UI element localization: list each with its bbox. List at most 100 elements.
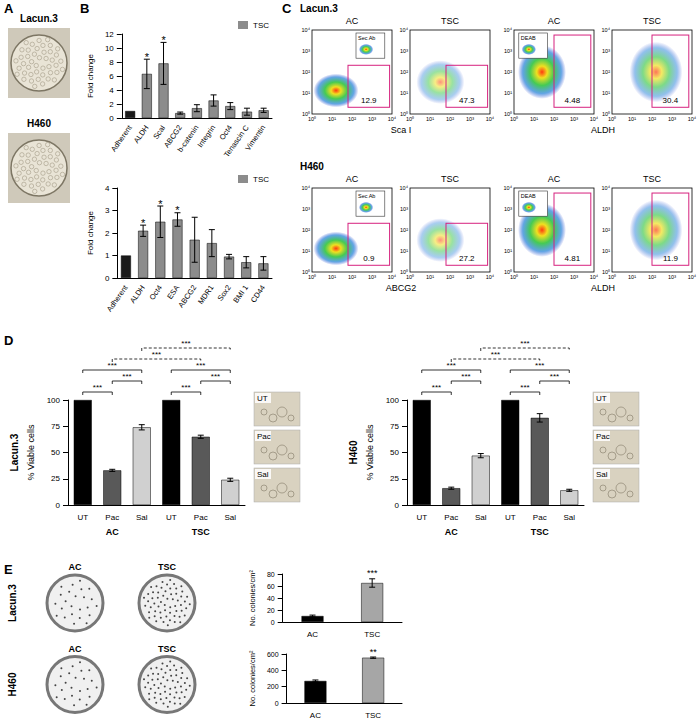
svg-text:10²: 10² bbox=[348, 274, 356, 280]
svg-text:10⁰: 10⁰ bbox=[510, 116, 518, 122]
svg-text:Pac: Pac bbox=[444, 513, 458, 522]
svg-text:TSC: TSC bbox=[441, 174, 460, 184]
svg-text:10⁴: 10⁴ bbox=[388, 274, 397, 280]
svg-text:TSC: TSC bbox=[441, 16, 460, 26]
svg-text:DEAB: DEAB bbox=[521, 35, 536, 41]
svg-text:10²: 10² bbox=[348, 116, 356, 122]
svg-text:AC: AC bbox=[346, 174, 359, 184]
svg-text:47.3: 47.3 bbox=[459, 96, 475, 105]
svg-text:10¹: 10¹ bbox=[602, 90, 610, 96]
svg-text:10⁴: 10⁴ bbox=[388, 116, 397, 122]
svg-text:10³: 10³ bbox=[602, 48, 610, 54]
svg-text:10³: 10³ bbox=[302, 48, 310, 54]
svg-text:Sal: Sal bbox=[257, 470, 269, 479]
svg-text:1: 1 bbox=[105, 251, 110, 260]
svg-text:100: 100 bbox=[386, 396, 400, 405]
svg-text:CD44: CD44 bbox=[249, 283, 267, 304]
svg-text:*: * bbox=[161, 34, 166, 46]
svg-text:10⁴: 10⁴ bbox=[302, 185, 311, 191]
svg-text:10³: 10³ bbox=[302, 206, 310, 212]
svg-text:Integrin: Integrin bbox=[196, 123, 218, 149]
svg-text:10⁰: 10⁰ bbox=[510, 274, 518, 280]
svg-text:2: 2 bbox=[109, 100, 114, 109]
svg-text:200: 200 bbox=[267, 683, 279, 690]
svg-text:UT: UT bbox=[77, 513, 88, 522]
svg-text:UT: UT bbox=[416, 513, 427, 522]
svg-text:10³: 10³ bbox=[466, 274, 474, 280]
svg-text:10⁴: 10⁴ bbox=[602, 27, 611, 33]
svg-text:10³: 10³ bbox=[668, 274, 676, 280]
svg-text:AC: AC bbox=[69, 644, 82, 654]
svg-text:10¹: 10¹ bbox=[400, 90, 408, 96]
svg-text:***: *** bbox=[432, 383, 441, 392]
svg-text:10³: 10³ bbox=[368, 116, 376, 122]
svg-text:Fold change: Fold change bbox=[86, 210, 95, 255]
svg-text:10²: 10² bbox=[602, 69, 610, 75]
svg-text:10²: 10² bbox=[602, 227, 610, 233]
svg-text:10⁴: 10⁴ bbox=[504, 27, 513, 33]
svg-text:10⁰: 10⁰ bbox=[406, 274, 414, 280]
svg-text:% Viable cells: % Viable cells bbox=[365, 424, 375, 480]
svg-text:ABCG2: ABCG2 bbox=[386, 283, 417, 293]
svg-text:*: * bbox=[145, 51, 150, 63]
svg-text:TSC: TSC bbox=[643, 174, 662, 184]
svg-text:10¹: 10¹ bbox=[504, 90, 512, 96]
svg-text:10¹: 10¹ bbox=[504, 248, 512, 254]
svg-text:8: 8 bbox=[109, 58, 114, 67]
svg-text:10⁰: 10⁰ bbox=[308, 116, 316, 122]
svg-text:10³: 10³ bbox=[602, 206, 610, 212]
svg-text:***: *** bbox=[550, 372, 559, 381]
svg-text:25: 25 bbox=[51, 474, 60, 483]
svg-text:TSC: TSC bbox=[253, 21, 269, 30]
svg-text:10¹: 10¹ bbox=[302, 90, 310, 96]
svg-text:A: A bbox=[4, 1, 14, 16]
svg-text:10²: 10² bbox=[446, 274, 454, 280]
svg-text:AC: AC bbox=[106, 527, 119, 537]
svg-text:10¹: 10¹ bbox=[302, 248, 310, 254]
svg-text:H460: H460 bbox=[7, 672, 18, 696]
svg-text:75: 75 bbox=[390, 422, 399, 431]
svg-text:TSC: TSC bbox=[531, 527, 550, 537]
svg-text:30.4: 30.4 bbox=[663, 96, 679, 105]
svg-text:60: 60 bbox=[267, 583, 275, 590]
svg-text:10³: 10³ bbox=[668, 116, 676, 122]
svg-text:BMI 1: BMI 1 bbox=[231, 283, 250, 304]
svg-text:TSC: TSC bbox=[158, 644, 177, 654]
svg-text:50: 50 bbox=[51, 448, 60, 457]
svg-text:*: * bbox=[175, 204, 180, 216]
svg-text:10⁴: 10⁴ bbox=[486, 274, 495, 280]
svg-text:AC: AC bbox=[346, 16, 359, 26]
svg-text:10¹: 10¹ bbox=[328, 274, 336, 280]
svg-text:ALDH: ALDH bbox=[591, 283, 615, 293]
svg-text:*: * bbox=[141, 217, 146, 229]
svg-text:10⁴: 10⁴ bbox=[302, 27, 311, 33]
svg-text:27.2: 27.2 bbox=[459, 254, 475, 263]
svg-text:0: 0 bbox=[105, 274, 110, 283]
svg-text:0: 0 bbox=[271, 619, 275, 626]
svg-text:10²: 10² bbox=[504, 227, 512, 233]
svg-text:Lacun.3: Lacun.3 bbox=[300, 3, 338, 14]
svg-text:10⁴: 10⁴ bbox=[590, 116, 599, 122]
svg-text:10⁴: 10⁴ bbox=[602, 185, 611, 191]
svg-text:***: *** bbox=[367, 568, 378, 578]
svg-text:***: *** bbox=[520, 383, 529, 392]
svg-text:10¹: 10¹ bbox=[328, 116, 336, 122]
svg-text:0: 0 bbox=[109, 114, 114, 123]
svg-text:***: *** bbox=[181, 339, 190, 348]
svg-text:B: B bbox=[80, 1, 89, 16]
svg-text:ESA: ESA bbox=[165, 283, 181, 300]
svg-text:20: 20 bbox=[267, 607, 275, 614]
svg-text:Sal: Sal bbox=[475, 513, 487, 522]
svg-text:10¹: 10¹ bbox=[530, 274, 538, 280]
svg-text:***: *** bbox=[461, 372, 470, 381]
svg-text:10¹: 10¹ bbox=[628, 274, 636, 280]
svg-text:10²: 10² bbox=[400, 69, 408, 75]
svg-text:Sca I: Sca I bbox=[391, 125, 412, 135]
svg-text:10: 10 bbox=[105, 44, 114, 53]
svg-text:***: *** bbox=[196, 361, 205, 370]
svg-text:Sal: Sal bbox=[224, 513, 236, 522]
svg-text:Pac: Pac bbox=[194, 513, 208, 522]
svg-text:10⁰: 10⁰ bbox=[308, 274, 316, 280]
svg-text:0: 0 bbox=[56, 501, 61, 510]
svg-text:12.9: 12.9 bbox=[361, 96, 377, 105]
